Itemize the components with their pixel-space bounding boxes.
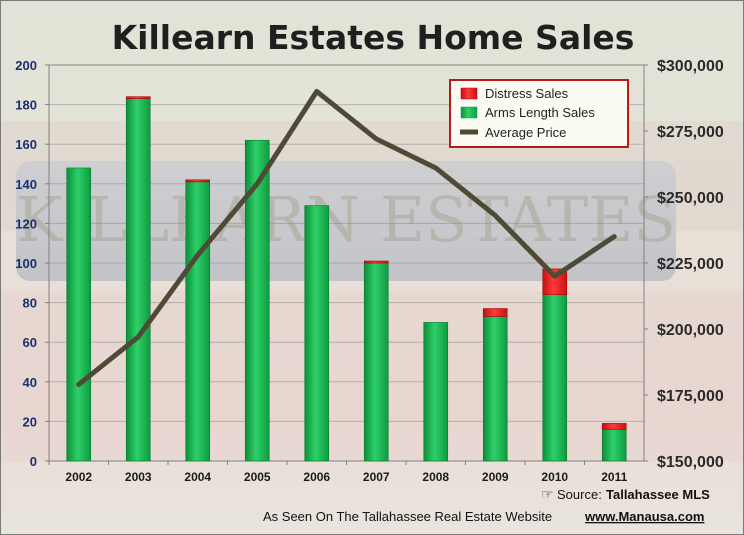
credit-text: As Seen On The Tallahassee Real Estate W…: [263, 509, 552, 524]
x-tick-label: 2007: [363, 470, 390, 484]
y-left-tick-label: 100: [15, 256, 37, 271]
legend-item-arms-length: Arms Length Sales: [460, 105, 595, 120]
y-left-tick-label: 180: [15, 98, 37, 113]
sign-text: KILLEARN ESTATES: [16, 183, 676, 256]
average-price-point-2004: [195, 252, 200, 258]
legend-label-average-price: Average Price: [485, 125, 566, 140]
average-price-point-2006: [314, 89, 319, 94]
bar-distress-2004: [185, 179, 211, 183]
legend-label-arms-length: Arms Length Sales: [485, 105, 595, 120]
legend-swatch-distress: [460, 87, 478, 100]
sign-plaque: [16, 161, 676, 281]
average-price-point-2005: [255, 181, 260, 186]
y-axis-right: $150,000 $175,000 $200,000 $225,000 $250,000…: [644, 58, 724, 471]
bar-arms-length-2006: [304, 205, 330, 462]
x-tick-label: 2006: [303, 470, 330, 484]
bar-arms-length-2002: [66, 167, 92, 462]
y-right-tick-label: $200,000: [657, 322, 724, 339]
bar-distress-2003: [125, 96, 151, 99]
y-left-tick-label: 60: [23, 335, 37, 350]
x-tick-label: 2009: [482, 470, 509, 484]
y-left-tick-label: 80: [23, 296, 37, 311]
bar-arms-length-2004: [185, 181, 211, 462]
x-tick-label: 2005: [244, 470, 271, 484]
y-left-tick-label: 20: [23, 414, 37, 429]
x-tick-label: 2003: [125, 470, 152, 484]
footer: ☞ Source: Tallahassee MLS As Seen On The…: [263, 486, 710, 524]
average-price-point-2003: [136, 334, 141, 340]
bar-arms-length-2005: [244, 139, 270, 462]
x-axis: 2002 2003 2004 2005 2006 2007 2008 2009 2010 2011: [48, 461, 628, 484]
x-tick-label: 2010: [541, 470, 568, 484]
legend-label-distress: Distress Sales: [485, 86, 569, 101]
y-right-tick-label: $175,000: [657, 388, 724, 405]
y-left-tick-label: 160: [15, 137, 37, 152]
y-left-tick-label: 200: [15, 58, 37, 73]
bar-arms-length-2011: [601, 429, 627, 462]
bar-distress-2007: [363, 260, 389, 264]
y-left-tick-label: 40: [23, 375, 37, 390]
average-price-point-2007: [374, 136, 379, 142]
chart-title: Killearn Estates Home Sales: [112, 18, 635, 57]
average-price-point-2008: [433, 165, 438, 171]
y-right-tick-label: $150,000: [657, 454, 724, 471]
y-left-tick-label: 0: [30, 454, 37, 469]
average-price-point-2002: [76, 382, 81, 387]
legend-item-distress: Distress Sales: [460, 86, 569, 101]
x-tick-label: 2008: [422, 470, 449, 484]
bar-arms-length-2007: [363, 262, 389, 462]
y-right-tick-label: $250,000: [657, 190, 724, 207]
bar-arms-length-2008: [423, 322, 449, 462]
average-price-point-2009: [493, 213, 498, 218]
legend-swatch-arms-length: [460, 106, 478, 119]
source-value: Tallahassee MLS: [606, 487, 710, 502]
y-right-tick-label: $300,000: [657, 58, 724, 75]
bar-distress-2009: [482, 308, 508, 317]
y-right-tick-label: $225,000: [657, 256, 724, 273]
average-price-polyline: [76, 88, 617, 387]
website-link[interactable]: www.Manausa.com: [584, 509, 704, 524]
bar-distress-2011: [601, 423, 627, 430]
legend: Distress Sales Arms Length Sales Average…: [449, 79, 629, 148]
average-price-point-2010: [552, 274, 557, 279]
average-price-line: [76, 88, 617, 387]
y-axis-left: 0 20 40 60 80 100 120 140 160 180 200: [15, 58, 49, 469]
x-tick-label: 2011: [601, 470, 627, 484]
average-price-point-2011: [612, 234, 617, 239]
bar-arms-length-2009: [482, 316, 508, 462]
hand-pointer-icon: ☞: [541, 486, 554, 502]
y-right-tick-label: $275,000: [657, 124, 724, 141]
bar-arms-length-2010: [542, 294, 568, 462]
x-tick-label: 2002: [65, 470, 92, 484]
bars: [66, 96, 627, 462]
legend-item-average-price: Average Price: [460, 125, 566, 140]
x-tick-label: 2004: [184, 470, 211, 484]
source-label: Source:: [557, 487, 602, 502]
y-left-tick-label: 140: [15, 177, 37, 192]
y-left-tick-label: 120: [15, 216, 37, 231]
bar-arms-length-2003: [125, 98, 151, 462]
